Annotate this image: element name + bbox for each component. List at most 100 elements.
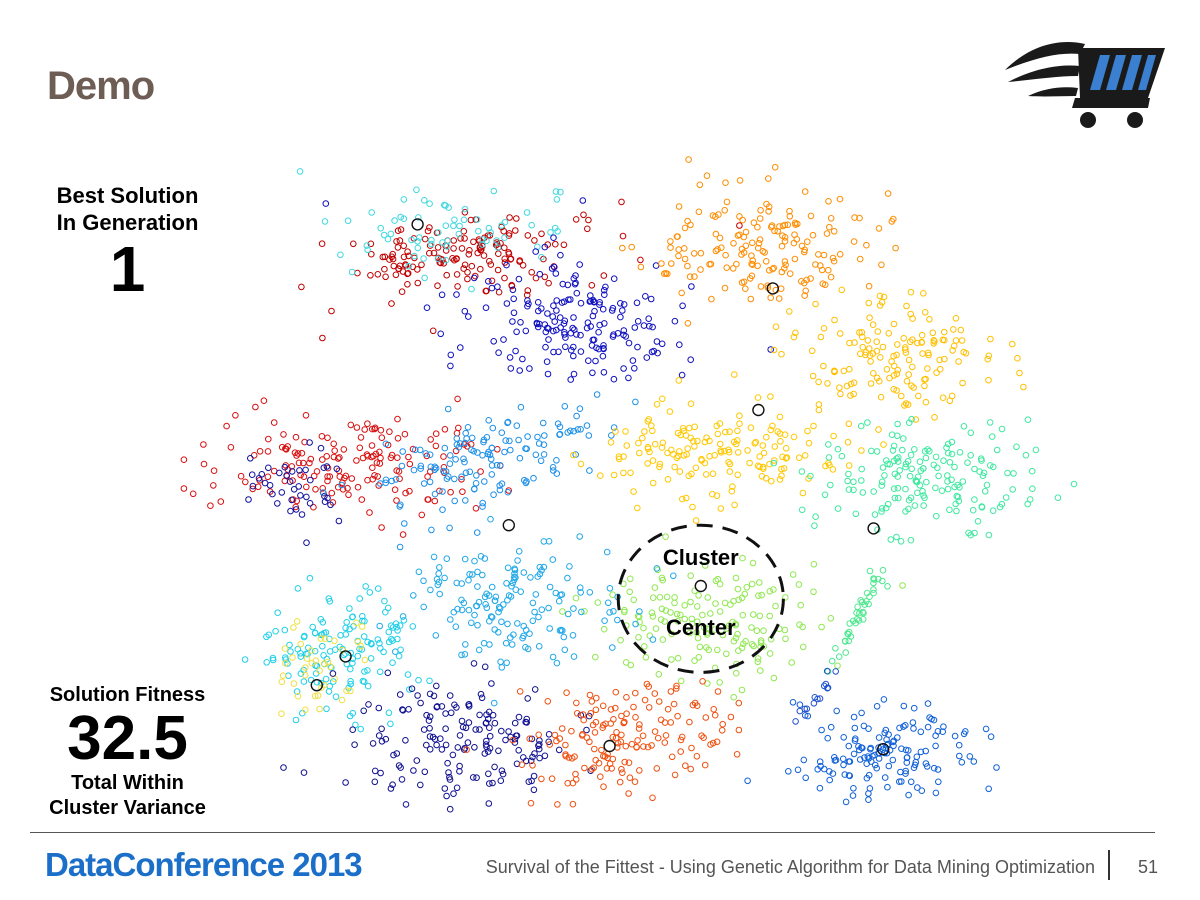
- data-point: [918, 331, 926, 339]
- data-point: [559, 280, 567, 288]
- data-point: [748, 260, 755, 268]
- data-point: [979, 472, 987, 480]
- data-point: [520, 569, 528, 576]
- data-point: [677, 736, 685, 744]
- data-point: [488, 462, 496, 469]
- data-point: [461, 307, 469, 315]
- data-point: [865, 299, 873, 307]
- data-point: [447, 488, 454, 496]
- data-point: [648, 742, 655, 749]
- data-point: [400, 617, 408, 624]
- data-point: [381, 265, 388, 273]
- data-point: [779, 453, 786, 461]
- data-point: [553, 196, 561, 203]
- data-point: [894, 366, 902, 374]
- data-point: [824, 380, 831, 387]
- data-point: [513, 732, 521, 740]
- data-point: [896, 778, 903, 786]
- data-point: [712, 577, 720, 585]
- data-point: [772, 323, 780, 331]
- data-point: [756, 215, 764, 222]
- data-point: [600, 286, 608, 294]
- data-point: [559, 608, 566, 615]
- data-point: [288, 496, 296, 504]
- data-point: [278, 443, 286, 451]
- data-point: [434, 255, 442, 263]
- data-point: [217, 498, 225, 505]
- data-point: [450, 790, 457, 798]
- data-point: [588, 766, 596, 773]
- data-point: [649, 613, 657, 620]
- data-point: [610, 471, 618, 479]
- data-point: [693, 753, 701, 760]
- data-point: [323, 453, 331, 460]
- data-point: [375, 482, 383, 489]
- data-point: [278, 678, 286, 686]
- data-point: [450, 222, 457, 230]
- data-point: [378, 434, 386, 442]
- data-point: [633, 744, 641, 751]
- data-point: [870, 370, 877, 377]
- cluster-13: [241, 574, 433, 733]
- data-point: [734, 437, 741, 444]
- data-point: [776, 476, 784, 483]
- data-point: [664, 476, 672, 483]
- data-point: [662, 732, 670, 739]
- data-point: [302, 412, 310, 419]
- data-point: [453, 271, 461, 278]
- data-point: [691, 443, 698, 450]
- data-point: [756, 236, 764, 243]
- data-point: [657, 616, 665, 623]
- data-point: [510, 295, 518, 303]
- data-point: [814, 695, 821, 703]
- data-point: [294, 645, 302, 653]
- data-point: [283, 472, 290, 479]
- data-point: [766, 612, 774, 620]
- data-point: [354, 269, 361, 277]
- data-point: [210, 467, 218, 475]
- data-point: [658, 605, 666, 613]
- data-point: [249, 482, 257, 490]
- data-point: [474, 449, 481, 456]
- data-point: [297, 492, 304, 499]
- data-point: [307, 476, 314, 484]
- data-point: [892, 244, 899, 252]
- data-point: [339, 646, 346, 654]
- data-point: [829, 254, 837, 262]
- data-point: [353, 619, 360, 627]
- data-point: [310, 503, 317, 511]
- data-point: [885, 731, 892, 738]
- data-point: [572, 770, 579, 778]
- data-point: [423, 304, 431, 312]
- data-point: [441, 785, 449, 792]
- data-point: [515, 436, 522, 444]
- data-point: [842, 798, 850, 806]
- data-point: [494, 266, 502, 274]
- data-point: [400, 196, 408, 203]
- data-point: [525, 778, 533, 786]
- data-point: [604, 599, 612, 607]
- data-point: [952, 500, 960, 508]
- data-point: [662, 533, 669, 541]
- data-point: [931, 414, 938, 421]
- data-point: [868, 447, 875, 455]
- data-point: [744, 447, 751, 454]
- data-point: [342, 631, 350, 638]
- data-point: [817, 333, 825, 341]
- data-point: [364, 682, 372, 690]
- data-point: [518, 761, 526, 769]
- data-point: [426, 733, 434, 740]
- data-point: [299, 709, 306, 717]
- data-point: [836, 195, 844, 203]
- data-point: [699, 678, 706, 685]
- data-point: [890, 320, 898, 328]
- data-point: [870, 488, 878, 495]
- data-point: [786, 213, 794, 220]
- data-point: [681, 245, 688, 252]
- data-point: [535, 613, 542, 621]
- data-point: [921, 382, 928, 390]
- data-point: [402, 737, 409, 744]
- data-point: [516, 258, 523, 265]
- data-point: [922, 375, 929, 383]
- data-point: [1002, 494, 1010, 501]
